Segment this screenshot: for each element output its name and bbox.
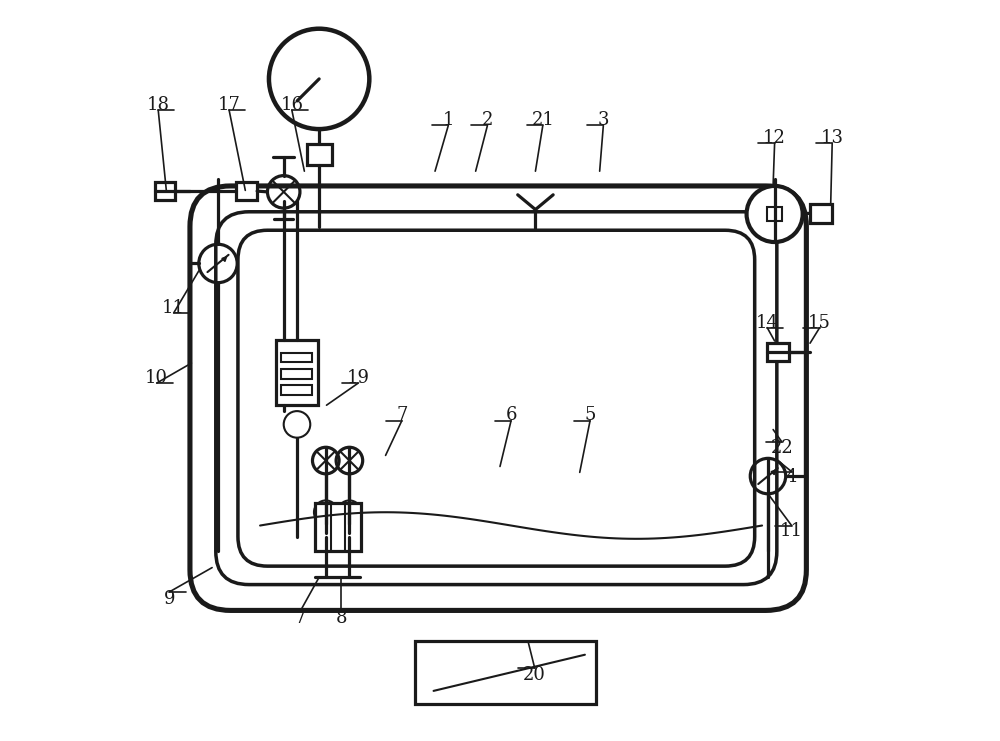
Text: 3: 3: [598, 110, 609, 128]
Bar: [276, 340, 318, 405]
Text: 12: 12: [763, 129, 786, 147]
Bar: [155, 182, 175, 200]
Text: 2: 2: [482, 110, 493, 128]
Bar: [281, 385, 312, 395]
Text: 11: 11: [162, 299, 185, 316]
Text: 11: 11: [780, 522, 803, 540]
Bar: [307, 144, 332, 165]
Bar: [281, 353, 312, 362]
Text: 14: 14: [756, 313, 779, 331]
Bar: [315, 503, 361, 551]
Text: 5: 5: [584, 406, 596, 424]
Circle shape: [747, 186, 803, 242]
Text: 9: 9: [164, 591, 175, 608]
Text: 13: 13: [821, 129, 844, 147]
Text: 22: 22: [771, 439, 793, 457]
Text: 19: 19: [347, 369, 370, 387]
Bar: [810, 204, 832, 223]
Text: 7: 7: [295, 609, 306, 627]
FancyBboxPatch shape: [190, 186, 806, 611]
Text: 17: 17: [218, 96, 241, 113]
Text: 15: 15: [808, 313, 831, 331]
Text: 16: 16: [280, 96, 303, 113]
Bar: [767, 343, 789, 361]
Text: 20: 20: [523, 665, 546, 684]
Text: 10: 10: [145, 369, 168, 387]
Text: 21: 21: [531, 110, 554, 128]
FancyBboxPatch shape: [216, 212, 777, 585]
Bar: [236, 182, 257, 200]
Text: 6: 6: [505, 406, 517, 424]
Bar: [281, 369, 312, 379]
Text: 8: 8: [336, 609, 347, 627]
FancyBboxPatch shape: [238, 230, 755, 566]
Bar: [415, 642, 596, 704]
Text: 4: 4: [786, 468, 797, 486]
Text: 7: 7: [396, 406, 408, 424]
Text: 1: 1: [443, 110, 454, 128]
Text: 18: 18: [147, 96, 170, 113]
Bar: [767, 207, 782, 222]
